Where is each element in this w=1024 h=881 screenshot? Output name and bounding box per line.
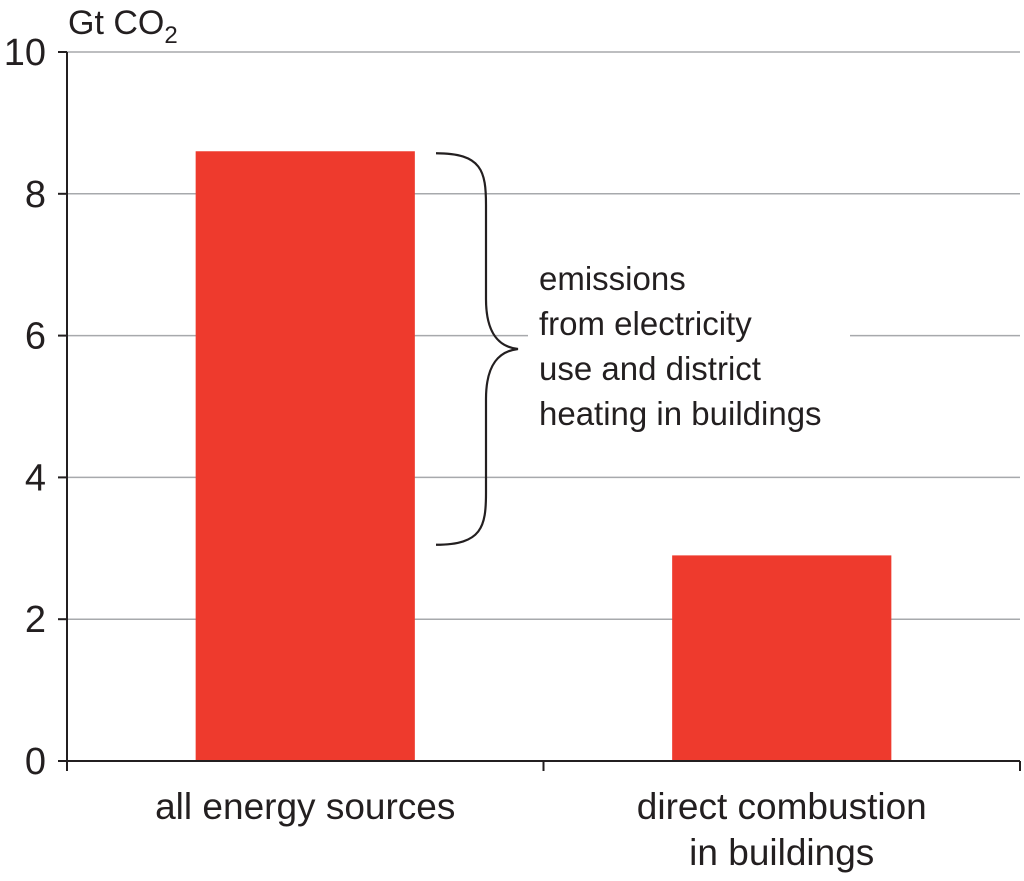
annotation-background <box>528 256 850 436</box>
brace <box>435 152 519 546</box>
y-unit-label: Gt CO2 <box>68 4 178 49</box>
annotation-text-line: use and district <box>539 350 761 387</box>
y-tick-label: 4 <box>25 457 46 499</box>
annotation-text-line: heating in buildings <box>539 395 822 432</box>
axes <box>58 51 1021 771</box>
y-tick-label: 10 <box>4 32 46 74</box>
y-tick-label: 0 <box>25 741 46 783</box>
y-tick-label: 8 <box>25 174 46 216</box>
annotation-text-line: emissions <box>539 260 686 297</box>
x-category-label: direct combustion <box>637 786 927 827</box>
y-tick-label: 2 <box>25 599 46 641</box>
x-category-label: all energy sources <box>155 786 455 827</box>
labels: 0 2 4 6 8 10 all energy sources direct combusti… <box>4 4 927 873</box>
bar <box>672 555 892 761</box>
x-category-label: in buildings <box>689 832 874 873</box>
bar <box>195 151 415 761</box>
annotation: emissions from electricity use and distric… <box>435 152 850 546</box>
bars <box>195 151 892 761</box>
y-tick-label: 6 <box>25 316 46 358</box>
annotation-text-line: from electricity <box>539 305 752 342</box>
